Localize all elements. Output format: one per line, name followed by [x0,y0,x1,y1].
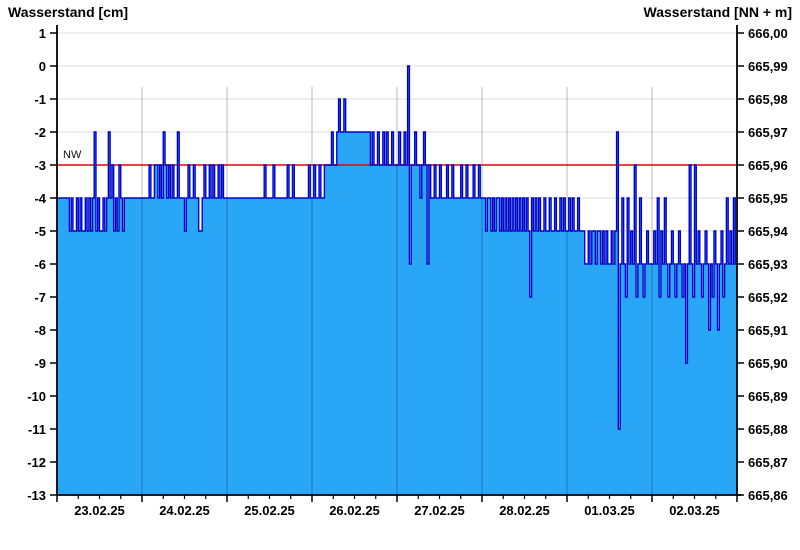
y-axis-right-tick-label: 665,95 [748,191,788,206]
area-fill [57,66,737,495]
y-axis-left-tick-label: 0 [39,59,46,74]
nw-reference-label: NW [63,149,82,161]
y-axis-left-tick-label: -9 [34,356,46,371]
x-axis-tick-label: 27.02.25 [414,503,465,518]
y-axis-right-tick-label: 665,93 [748,257,788,272]
x-axis-tick-label: 02.03.25 [669,503,720,518]
y-axis-right-tick-label: 665,98 [748,92,788,107]
y-axis-left-tick-label: -5 [34,224,46,239]
y-axis-left-tick-label: -3 [34,158,46,173]
y-axis-left-tick-label: -8 [34,323,46,338]
level-line [57,65,737,430]
y-axis-right-tick-label: 665,92 [748,290,788,305]
x-axis-tick-label: 01.03.25 [584,503,635,518]
y-axis-left-tick-label: -11 [28,422,46,437]
y-axis-left-tick-label: -1 [34,92,46,107]
y-axis-left-tick-label: -6 [34,257,46,272]
y-axis-right-tick-label: 665,99 [748,59,788,74]
x-axis-tick-label: 24.02.25 [159,503,210,518]
y-axis-right-tick-label: 665,96 [748,158,788,173]
y-axis-right-tick-label: 665,86 [748,488,788,503]
y-axis-right-tick-label: 665,97 [748,125,788,140]
y-axis-right-tick-label: 665,89 [748,389,788,404]
y-axis-left-tick-label: -10 [27,389,46,404]
x-axis-tick-label: 26.02.25 [329,503,380,518]
left-axis-title: Wasserstand [cm] [8,4,129,20]
y-axis-left-tick-label: -2 [34,125,46,140]
right-axis-title: Wasserstand [NN + m] [643,4,792,20]
x-axis-tick-label: 23.02.25 [74,503,125,518]
y-axis-left-tick-label: -12 [27,455,46,470]
y-axis-right-tick-label: 665,90 [748,356,788,371]
y-axis-left-tick-label: -7 [34,290,46,305]
x-axis-tick-label: 28.02.25 [499,503,550,518]
y-axis-right-tick-label: 666,00 [748,26,788,41]
y-axis-left-tick-label: -4 [34,191,46,206]
y-axis-right-tick-label: 665,87 [748,455,788,470]
y-axis-right-tick-label: 665,94 [748,224,789,239]
x-axis-tick-label: 25.02.25 [244,503,295,518]
y-axis-left-tick-label: 1 [39,26,46,41]
y-axis-left-tick-label: -13 [27,488,46,503]
y-axis-right-tick-label: 665,88 [748,422,788,437]
y-axis-right-tick-label: 665,91 [748,323,788,338]
